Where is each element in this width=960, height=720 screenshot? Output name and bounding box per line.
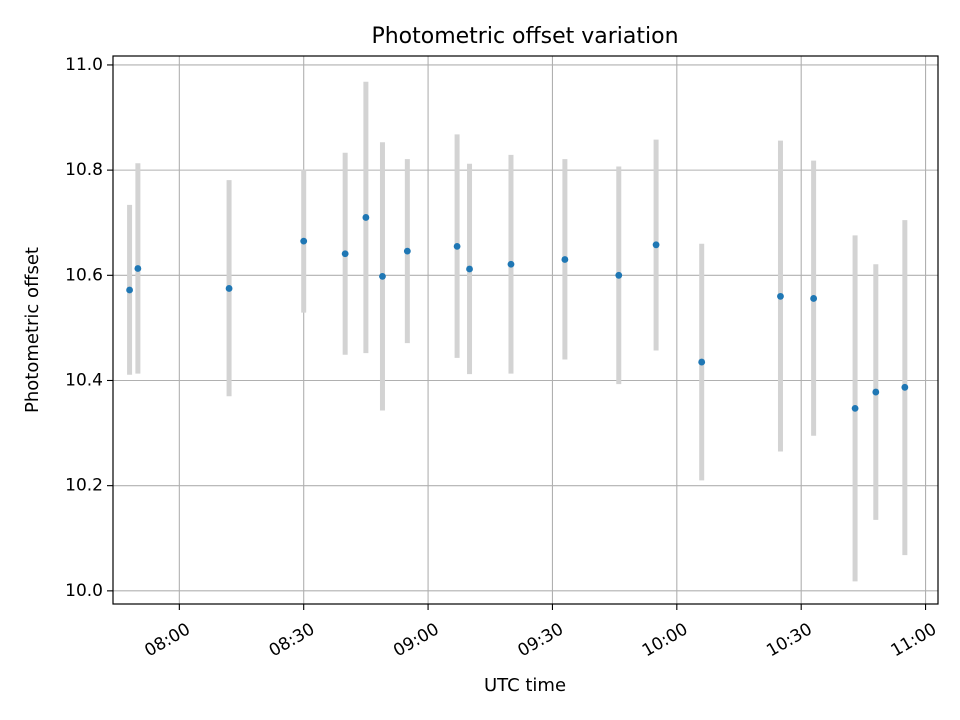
data-point xyxy=(507,260,515,268)
y-tick-label: 11.0 xyxy=(65,55,103,75)
chart-title: Photometric offset variation xyxy=(371,24,678,49)
data-point xyxy=(466,265,473,273)
data-point xyxy=(810,295,818,302)
y-tick-label: 10.6 xyxy=(65,265,103,285)
data-point xyxy=(615,271,623,279)
plot-frame xyxy=(112,55,939,605)
data-point xyxy=(453,242,461,250)
grid xyxy=(113,56,938,604)
data-point xyxy=(872,388,880,396)
data-point xyxy=(341,250,349,258)
y-axis-ticks: 10.0 10.2 10.4 10.6 10.8 11.0 xyxy=(65,55,113,601)
data-point xyxy=(698,358,706,366)
data-point xyxy=(134,265,142,272)
data-point xyxy=(777,292,784,300)
data-point xyxy=(561,256,569,263)
data-points xyxy=(126,214,909,412)
y-tick-label: 10.4 xyxy=(65,370,103,390)
y-tick-label: 10.8 xyxy=(65,160,103,180)
data-point xyxy=(379,272,386,280)
data-point xyxy=(225,285,233,292)
data-point xyxy=(126,286,133,294)
data-point xyxy=(403,247,411,255)
y-tick-label: 10.2 xyxy=(65,476,103,496)
data-point xyxy=(362,214,370,221)
data-point xyxy=(901,383,909,391)
y-tick-label: 10.0 xyxy=(65,581,103,601)
data-point xyxy=(851,404,859,412)
x-axis-label: UTC time xyxy=(484,675,566,696)
data-point xyxy=(652,241,660,249)
data-point xyxy=(300,237,308,245)
y-axis-label: Photometric offset xyxy=(22,247,43,413)
